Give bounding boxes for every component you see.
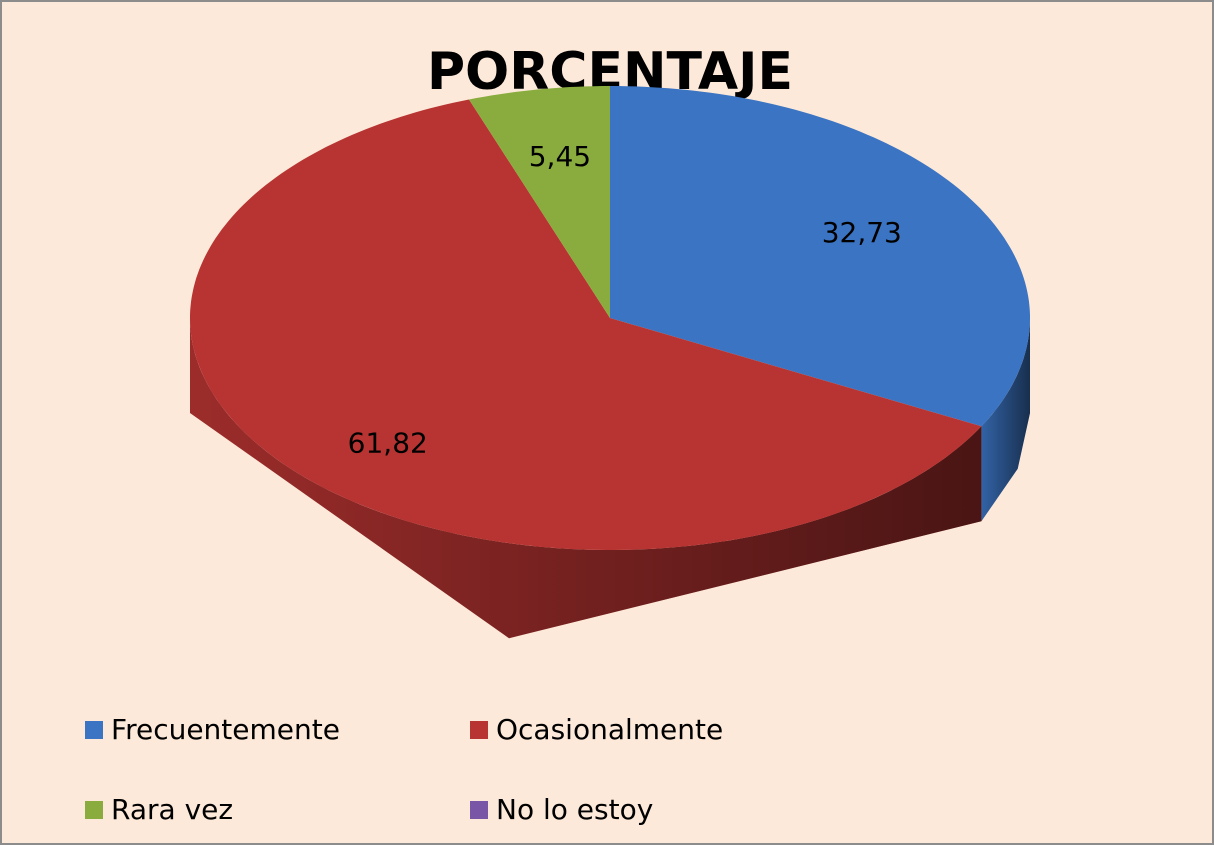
pie-slice	[610, 86, 1030, 427]
pie-walls	[190, 318, 1030, 639]
legend-swatch	[85, 721, 103, 739]
legend-label: No lo estoy	[496, 793, 653, 826]
data-label: 61,82	[348, 426, 428, 459]
legend-label: Frecuentemente	[111, 713, 340, 746]
legend-swatch	[85, 801, 103, 819]
pie-wall-shade	[190, 318, 982, 639]
legend-swatch	[470, 721, 488, 739]
legend-label: Rara vez	[111, 793, 233, 826]
legend-label: Ocasionalmente	[496, 713, 723, 746]
legend-swatch	[470, 801, 488, 819]
data-label: 32,73	[822, 216, 902, 249]
pie-tops	[190, 86, 1030, 550]
data-labels: 32,73 61,82 5,45	[348, 140, 902, 459]
data-label: 5,45	[529, 140, 591, 173]
pie-wall-shade	[981, 318, 1030, 522]
pie-slice	[190, 99, 982, 550]
pie-slice	[469, 86, 610, 318]
legend: Frecuentemente Ocasionalmente Rara vez No l…	[85, 713, 723, 826]
